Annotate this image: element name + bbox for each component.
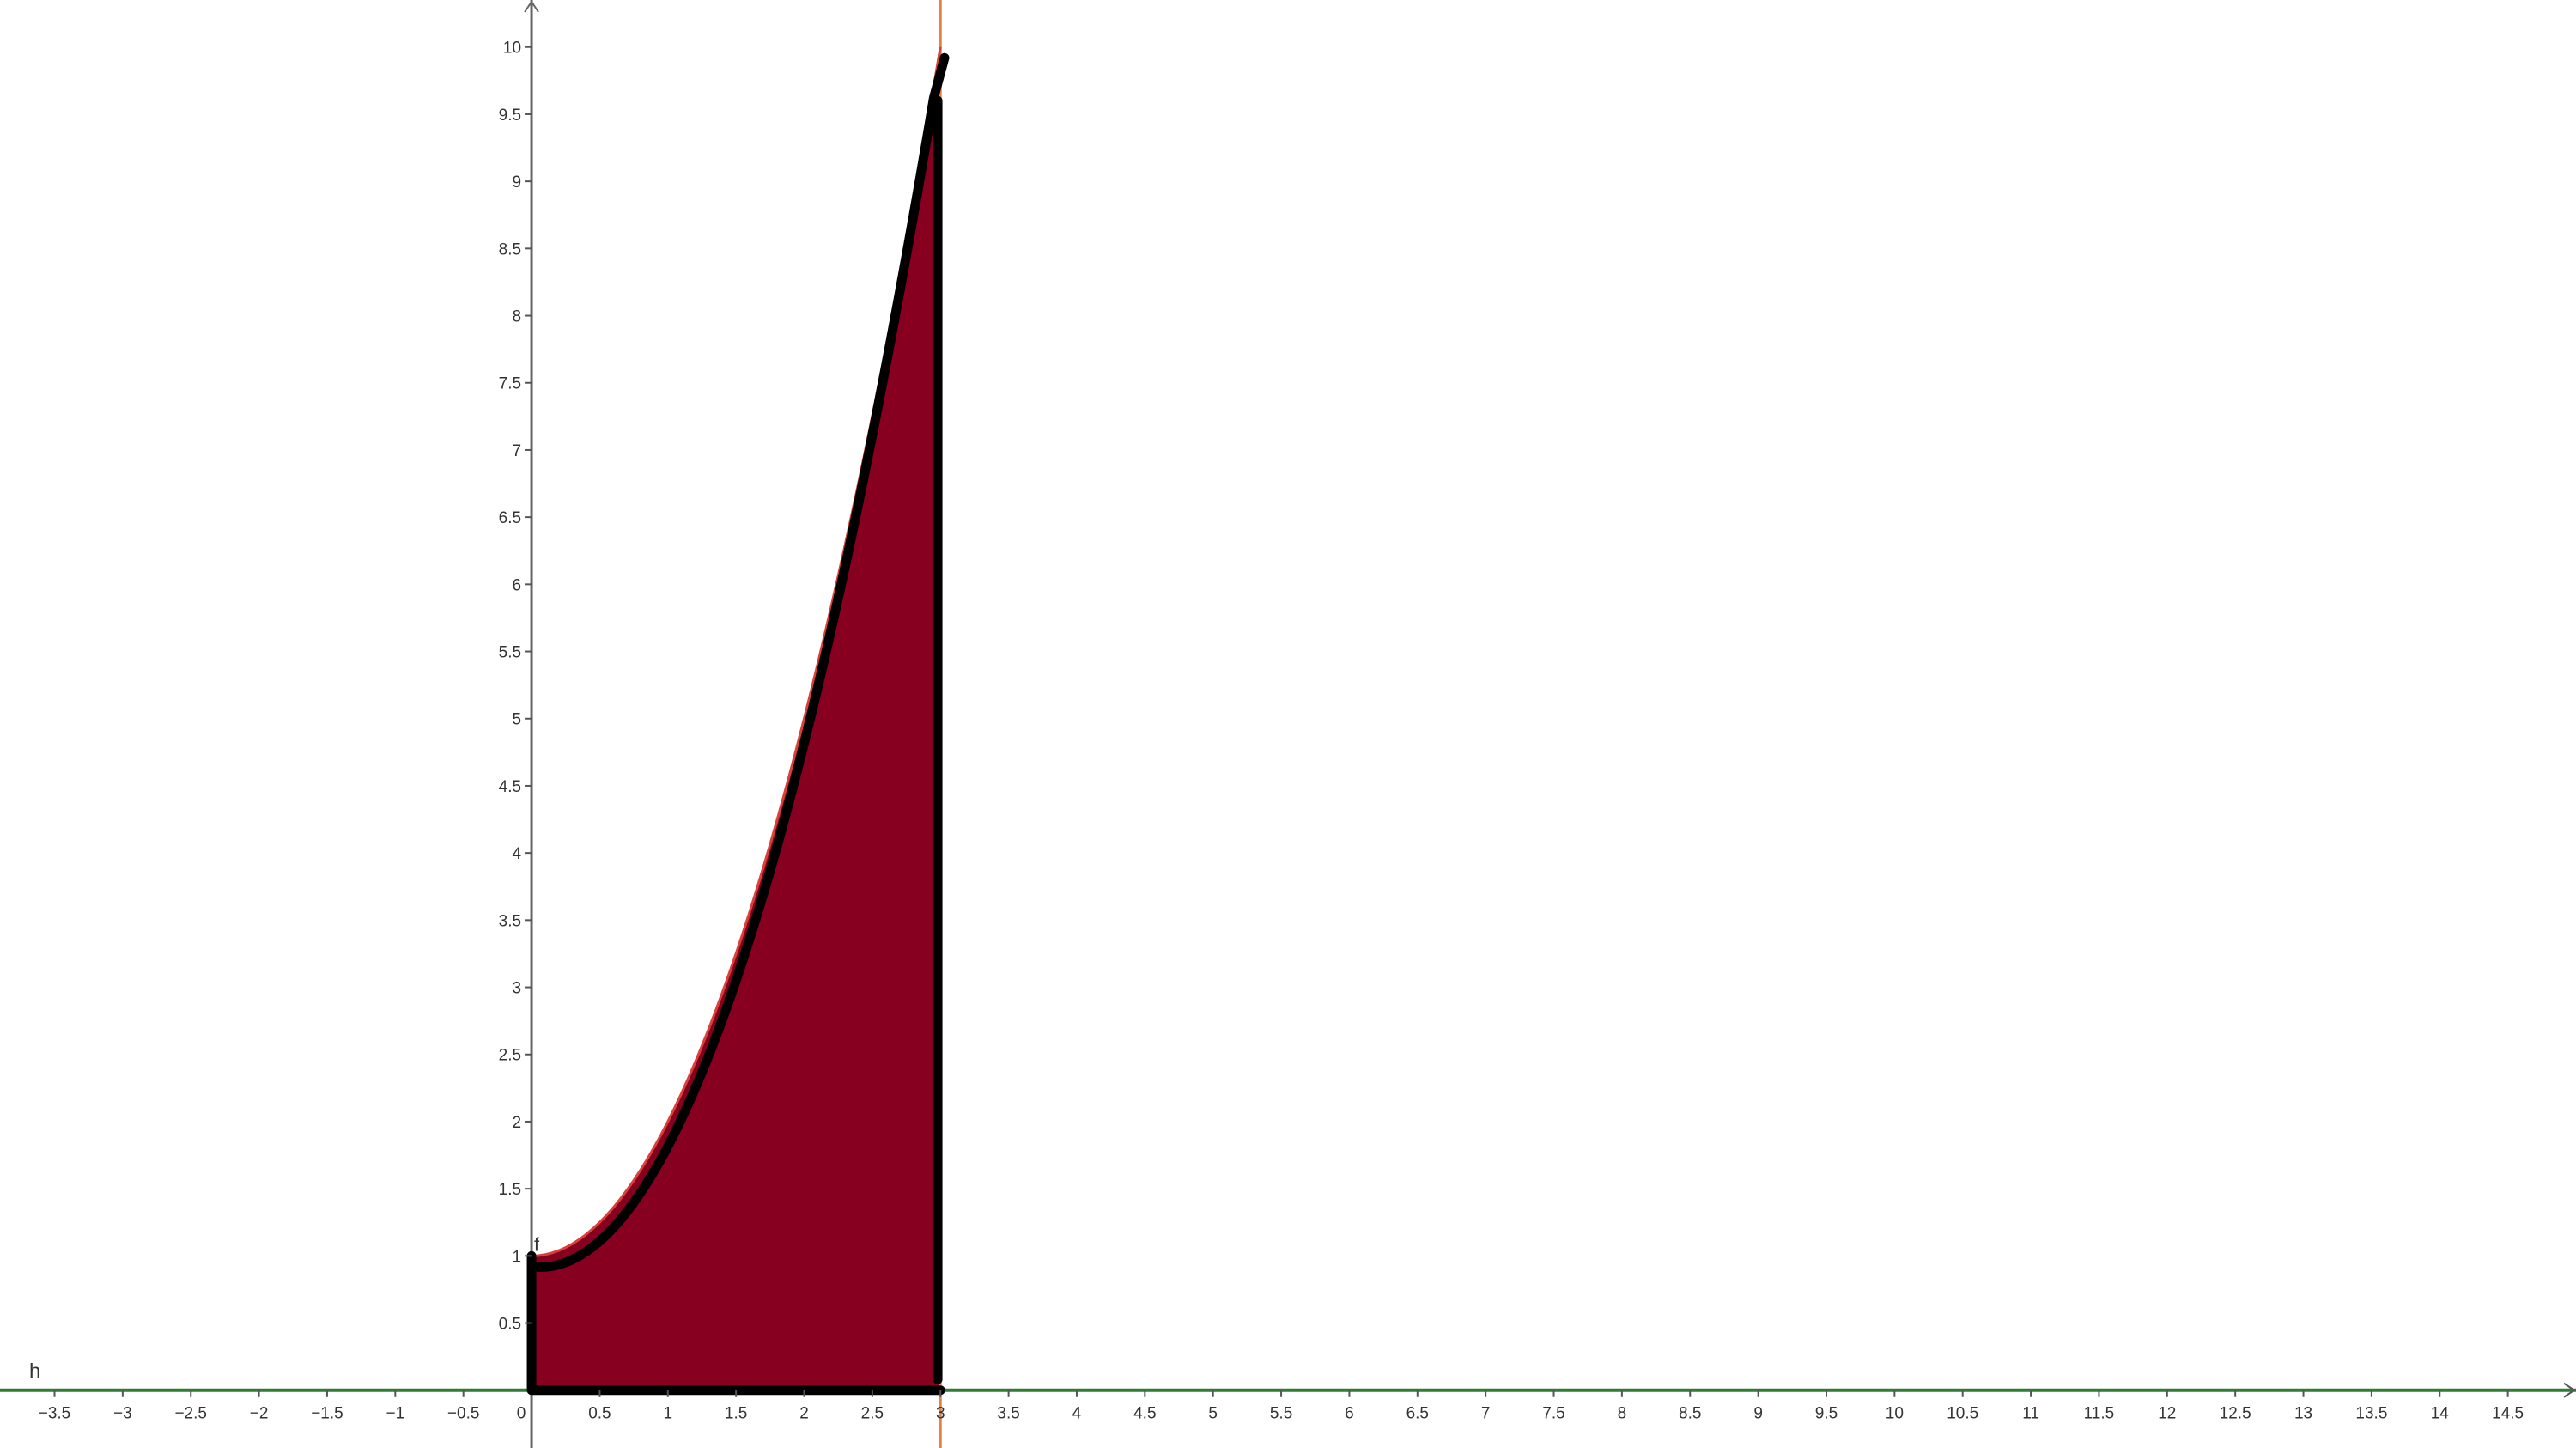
y-tick-label: 10 (503, 40, 521, 58)
x-tick-label: −0.5 (447, 1405, 480, 1423)
x-tick-label: 7.5 (1542, 1405, 1564, 1423)
x-tick-label: 1 (663, 1405, 672, 1423)
y-tick-labels: 0.5 1 1.5 2 2.5 3 3.5 4 4.5 5 5.5 6 6.5 7 7.5 8 8.5 9 9.5 1… (499, 40, 532, 1334)
y-tick-label: 9.5 (499, 106, 521, 125)
x-tick-label: 6.5 (1406, 1405, 1429, 1423)
x-tick-label: −2 (250, 1405, 269, 1423)
y-tick-label: 7.5 (499, 375, 521, 393)
y-tick-label: 8 (512, 308, 521, 326)
y-axis-arrow-icon (524, 0, 539, 13)
y-tick-label: 5.5 (499, 644, 521, 662)
function-label-f: f (534, 1233, 540, 1255)
x-tick-label: 4.5 (1133, 1405, 1156, 1423)
x-tick-label: 13.5 (2355, 1405, 2387, 1423)
x-tick-label: 10 (1886, 1405, 1904, 1423)
x-tick-label: 0.5 (588, 1405, 611, 1423)
x-tick-label: 6 (1345, 1405, 1354, 1423)
y-tick-label: 6.5 (499, 509, 521, 527)
y-tick-label: 5 (512, 711, 521, 729)
x-tick-label: 5 (1208, 1405, 1218, 1423)
y-tick-label: 2.5 (499, 1047, 521, 1065)
x-tick-label: 2 (799, 1405, 809, 1423)
x-tick-label: −2.5 (174, 1405, 207, 1423)
x-tick-label: 9 (1753, 1405, 1763, 1423)
x-tick-label: 3 (936, 1405, 945, 1423)
x-tick-label: −1 (386, 1405, 404, 1423)
x-tick-label: 3.5 (997, 1405, 1019, 1423)
y-tick-label: 2 (512, 1114, 521, 1132)
x-tick-label: 10.5 (1947, 1405, 1978, 1423)
y-tick-label: 0.5 (499, 1316, 521, 1334)
y-tick-label: 8.5 (499, 240, 521, 259)
x-tick-label: 2.5 (861, 1405, 884, 1423)
x-tick-label: 11.5 (2084, 1405, 2115, 1423)
x-tick-label: 12.5 (2220, 1405, 2251, 1423)
y-tick-label: 3 (512, 980, 521, 998)
x-tick-label: 1.5 (725, 1405, 747, 1423)
x-tick-label: −3 (113, 1405, 132, 1423)
x-tick-label: 8 (1618, 1405, 1627, 1423)
x-tick-labels: −3.5 −3 −2.5 −2 −1.5 −1 −0.5 0 0.5 1 1.5 2 2.5 3 3.5 4 4… (39, 1390, 2524, 1423)
x-tick-label: 14.5 (2492, 1405, 2524, 1423)
x-tick-label: 11 (2022, 1405, 2039, 1423)
line-label-h: h (29, 1360, 40, 1384)
outline-curve (533, 52, 950, 1272)
y-tick-label: 1.5 (499, 1181, 521, 1199)
y-tick-label: 7 (512, 442, 521, 460)
x-tick-label: 14 (2431, 1405, 2450, 1423)
x-tick-label: −1.5 (311, 1405, 343, 1423)
x-tick-label: 4 (1072, 1405, 1082, 1423)
y-tick-label: 4 (512, 845, 521, 863)
x-tick-label: −3.5 (39, 1405, 71, 1423)
y-tick-label: 3.5 (499, 912, 521, 930)
shaded-area (532, 46, 941, 1390)
x-tick-label: 12 (2158, 1405, 2176, 1423)
y-tick-label: 9 (512, 173, 521, 192)
x-tick-label: 9.5 (1815, 1405, 1838, 1423)
x-tick-label: 13 (2294, 1405, 2312, 1423)
y-tick-label: 1 (512, 1248, 521, 1266)
y-tick-label: 6 (512, 576, 521, 594)
x-tick-label: 7 (1481, 1405, 1491, 1423)
y-tick-label: 4.5 (499, 778, 521, 796)
x-tick-label: 0 (517, 1405, 526, 1423)
x-axis-arrow-icon (2563, 1382, 2576, 1398)
x-tick-label: 8.5 (1679, 1405, 1701, 1423)
x-tick-label: 5.5 (1270, 1405, 1292, 1423)
